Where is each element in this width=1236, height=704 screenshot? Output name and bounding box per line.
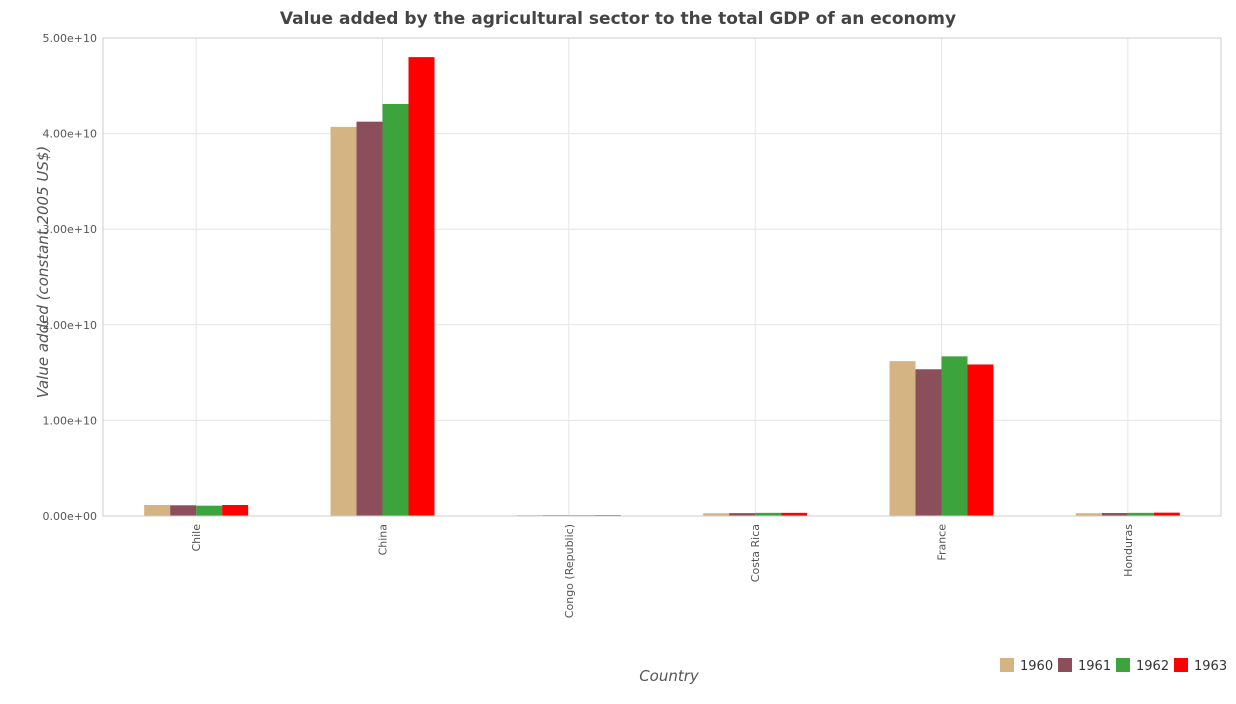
x-tick-labels: Chile China Congo (Republic) Costa Rica Fran… [190, 524, 1135, 618]
bar-chile-1963 [222, 505, 249, 516]
legend-item-1960: 1960 [1000, 658, 1053, 674]
y-tick-label: 0.00e+00 [43, 510, 97, 523]
bar-honduras-1963 [1153, 512, 1180, 516]
y-tick-label: 3.00e+10 [43, 223, 97, 236]
bar-costa-rica-1962 [755, 512, 782, 516]
y-tick-label: 5.00e+10 [43, 32, 97, 45]
x-tick-label: Honduras [1122, 524, 1135, 577]
bar-chile-1960 [144, 505, 171, 516]
bars [144, 57, 1180, 517]
y-axis-label: Value added (constant 2005 US$) [34, 146, 52, 399]
x-tick-label: Costa Rica [749, 524, 762, 582]
legend-swatch [1116, 658, 1130, 672]
plot-frame [102, 37, 1222, 517]
grid-lines [103, 37, 1221, 517]
legend-label: 1962 [1136, 659, 1169, 674]
bar-honduras-1960 [1075, 513, 1102, 516]
legend-swatch [1174, 658, 1188, 672]
legend-swatch [1058, 658, 1072, 672]
axes [102, 37, 1222, 517]
y-tick-label: 4.00e+10 [43, 128, 97, 141]
bar-china-1960 [330, 126, 357, 517]
y-tick-labels: 0.00e+00 1.00e+10 2.00e+10 3.00e+10 4.00e+10… [43, 32, 97, 523]
bar-costa-rica-1961 [729, 513, 756, 516]
bar-france-1960 [889, 361, 916, 516]
bar-chile-1962 [196, 505, 223, 516]
bar-costa-rica-1960 [703, 513, 730, 516]
bar-france-1963 [967, 364, 994, 516]
chart-title: Value added by the agricultural sector t… [280, 9, 956, 29]
legend-label: 1961 [1078, 659, 1111, 674]
y-tick-label: 1.00e+10 [43, 414, 97, 427]
bar-china-1963 [408, 57, 435, 517]
bar-china-1961 [356, 121, 383, 517]
legend-item-1962: 1962 [1116, 658, 1169, 674]
bar-france-1961 [915, 369, 942, 516]
bar-france-1962 [941, 356, 968, 516]
legend: 1960 1961 1962 1963 [1000, 658, 1227, 674]
x-tick-label: Chile [190, 524, 203, 552]
legend-item-1963: 1963 [1174, 658, 1227, 674]
legend-label: 1963 [1194, 659, 1227, 674]
bar-honduras-1962 [1127, 512, 1154, 516]
y-tick-label: 2.00e+10 [43, 319, 97, 332]
legend-item-1961: 1961 [1058, 658, 1111, 674]
bar-honduras-1961 [1101, 513, 1128, 516]
x-tick-label: China [377, 524, 390, 555]
legend-swatch [1000, 658, 1014, 672]
x-tick-label: Congo (Republic) [563, 524, 576, 618]
bar-chile-1961 [170, 505, 197, 516]
legend-label: 1960 [1020, 659, 1053, 674]
bar-costa-rica-1963 [781, 512, 808, 516]
bar-china-1962 [382, 103, 409, 517]
x-tick-label: France [936, 524, 949, 561]
x-axis-label: Country [639, 667, 700, 685]
